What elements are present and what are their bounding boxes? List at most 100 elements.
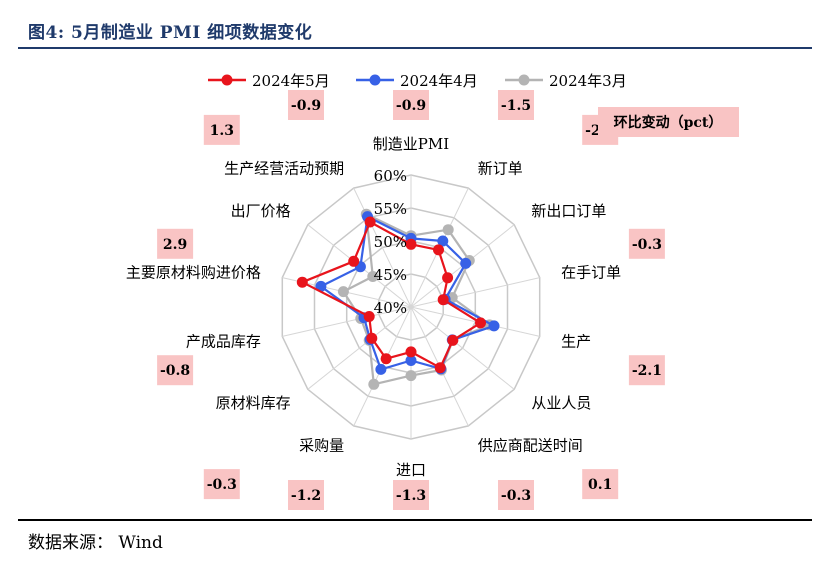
change-boxes: -0.9-1.5-2.3-0.3-2.10.1-0.3-1.3-1.2-0.3-… — [157, 90, 739, 510]
change-box: -0.9 — [393, 90, 429, 120]
legend: 2024年5月 2024年4月 2024年3月 — [208, 72, 627, 90]
legend-marker — [518, 74, 530, 86]
data-point — [337, 286, 349, 298]
change-value: -1.3 — [396, 488, 426, 504]
change-value: -0.3 — [632, 237, 662, 253]
data-point — [405, 370, 417, 382]
category-label: 进口 — [396, 461, 426, 479]
change-value: 2.9 — [163, 237, 187, 253]
data-point — [433, 244, 444, 256]
data-point — [364, 216, 376, 228]
data-point — [296, 276, 308, 288]
grid-spoke — [353, 187, 412, 308]
category-label: 新出口订单 — [531, 202, 606, 220]
change-box-bg — [393, 480, 429, 510]
change-box-bg — [288, 90, 324, 120]
change-value: -1.2 — [291, 488, 321, 504]
change-box: -1.3 — [393, 480, 429, 510]
data-point — [488, 320, 500, 332]
change-box: 0.1 — [582, 469, 619, 500]
data-point — [405, 238, 417, 250]
change-box: -0.9 — [288, 90, 324, 120]
legend-item-0: 2024年5月 — [208, 72, 330, 90]
data-point — [405, 346, 417, 358]
data-point — [348, 255, 360, 267]
category-label: 原材料库存 — [216, 394, 291, 412]
category-label: 产成品库存 — [186, 332, 261, 350]
change-value: -0.9 — [291, 98, 321, 114]
change-box: -1.2 — [288, 480, 324, 510]
legend-marker — [369, 74, 381, 86]
category-label: 新订单 — [478, 159, 523, 177]
category-label: 出厂价格 — [231, 202, 291, 220]
change-value: -1.5 — [501, 98, 531, 114]
data-point — [442, 224, 454, 236]
grid-spoke — [307, 306, 412, 390]
top-rule — [18, 47, 812, 49]
change-box: 2.9 — [157, 228, 194, 259]
change-box-bg — [393, 90, 429, 120]
data-point — [380, 353, 392, 365]
change-box: -0.3 — [203, 469, 240, 500]
category-label: 生产 — [561, 332, 591, 350]
tick-label: 45% — [374, 266, 407, 284]
radial-tick-labels: 40% 45% 50% 55% 60% — [374, 167, 407, 317]
change-box-bg — [203, 114, 240, 145]
change-box-bg — [157, 228, 194, 259]
data-point — [437, 235, 449, 247]
data-point — [442, 272, 454, 284]
data-point — [475, 317, 486, 329]
tick-label: 55% — [374, 200, 407, 218]
chart-title: 图4: 5月制造业 PMI 细项数据变化 — [28, 23, 313, 43]
change-value: -0.3 — [501, 488, 531, 504]
source-note: 数据来源： Wind — [28, 533, 163, 553]
radar-series — [296, 208, 500, 390]
change-box-bg — [582, 469, 619, 500]
legend-item-1: 2024年4月 — [356, 72, 478, 90]
data-point — [366, 332, 378, 344]
bottom-rule — [18, 519, 812, 521]
change-box-bg — [288, 480, 324, 510]
tick-label: 60% — [374, 167, 407, 185]
change-box-bg — [498, 90, 534, 120]
change-value: -0.9 — [396, 98, 426, 114]
data-point — [363, 311, 375, 322]
change-box-bg — [498, 480, 534, 510]
change-value: 0.1 — [588, 477, 612, 493]
legend-label: 2024年4月 — [400, 72, 478, 90]
series-0 — [296, 216, 486, 374]
category-label: 制造业PMI — [373, 135, 449, 153]
change-legend-bg — [598, 107, 739, 137]
grid-spoke — [410, 277, 540, 308]
data-point — [434, 362, 446, 374]
change-box-bg — [628, 355, 665, 386]
tick-label: 50% — [374, 233, 407, 251]
change-box: -0.3 — [498, 480, 534, 510]
change-value: 1.3 — [210, 123, 234, 139]
data-point — [368, 378, 380, 390]
change-value: -2.1 — [632, 363, 662, 379]
change-box: 1.3 — [203, 114, 240, 145]
legend-label: 2024年3月 — [549, 72, 627, 90]
category-label: 主要原材料购进价格 — [126, 264, 261, 282]
legend-label: 2024年5月 — [252, 72, 330, 90]
data-point — [437, 294, 449, 306]
data-point — [405, 355, 417, 366]
change-box: -0.8 — [157, 355, 194, 386]
change-value: -0.8 — [160, 363, 190, 379]
category-label: 采购量 — [299, 437, 344, 455]
change-box: -0.3 — [628, 228, 665, 259]
category-label: 供应商配送时间 — [478, 437, 583, 455]
legend-marker — [221, 74, 233, 86]
grid-spoke — [410, 306, 515, 390]
change-legend: 环比变动（pct） — [598, 107, 739, 137]
change-box-bg — [203, 469, 240, 500]
change-legend-label: 环比变动（pct） — [614, 114, 723, 131]
data-point — [460, 257, 472, 269]
change-box: -2.1 — [628, 355, 665, 386]
category-label: 生产经营活动预期 — [224, 159, 344, 177]
change-box: -1.5 — [498, 90, 534, 120]
category-label: 从业人员 — [531, 394, 591, 412]
